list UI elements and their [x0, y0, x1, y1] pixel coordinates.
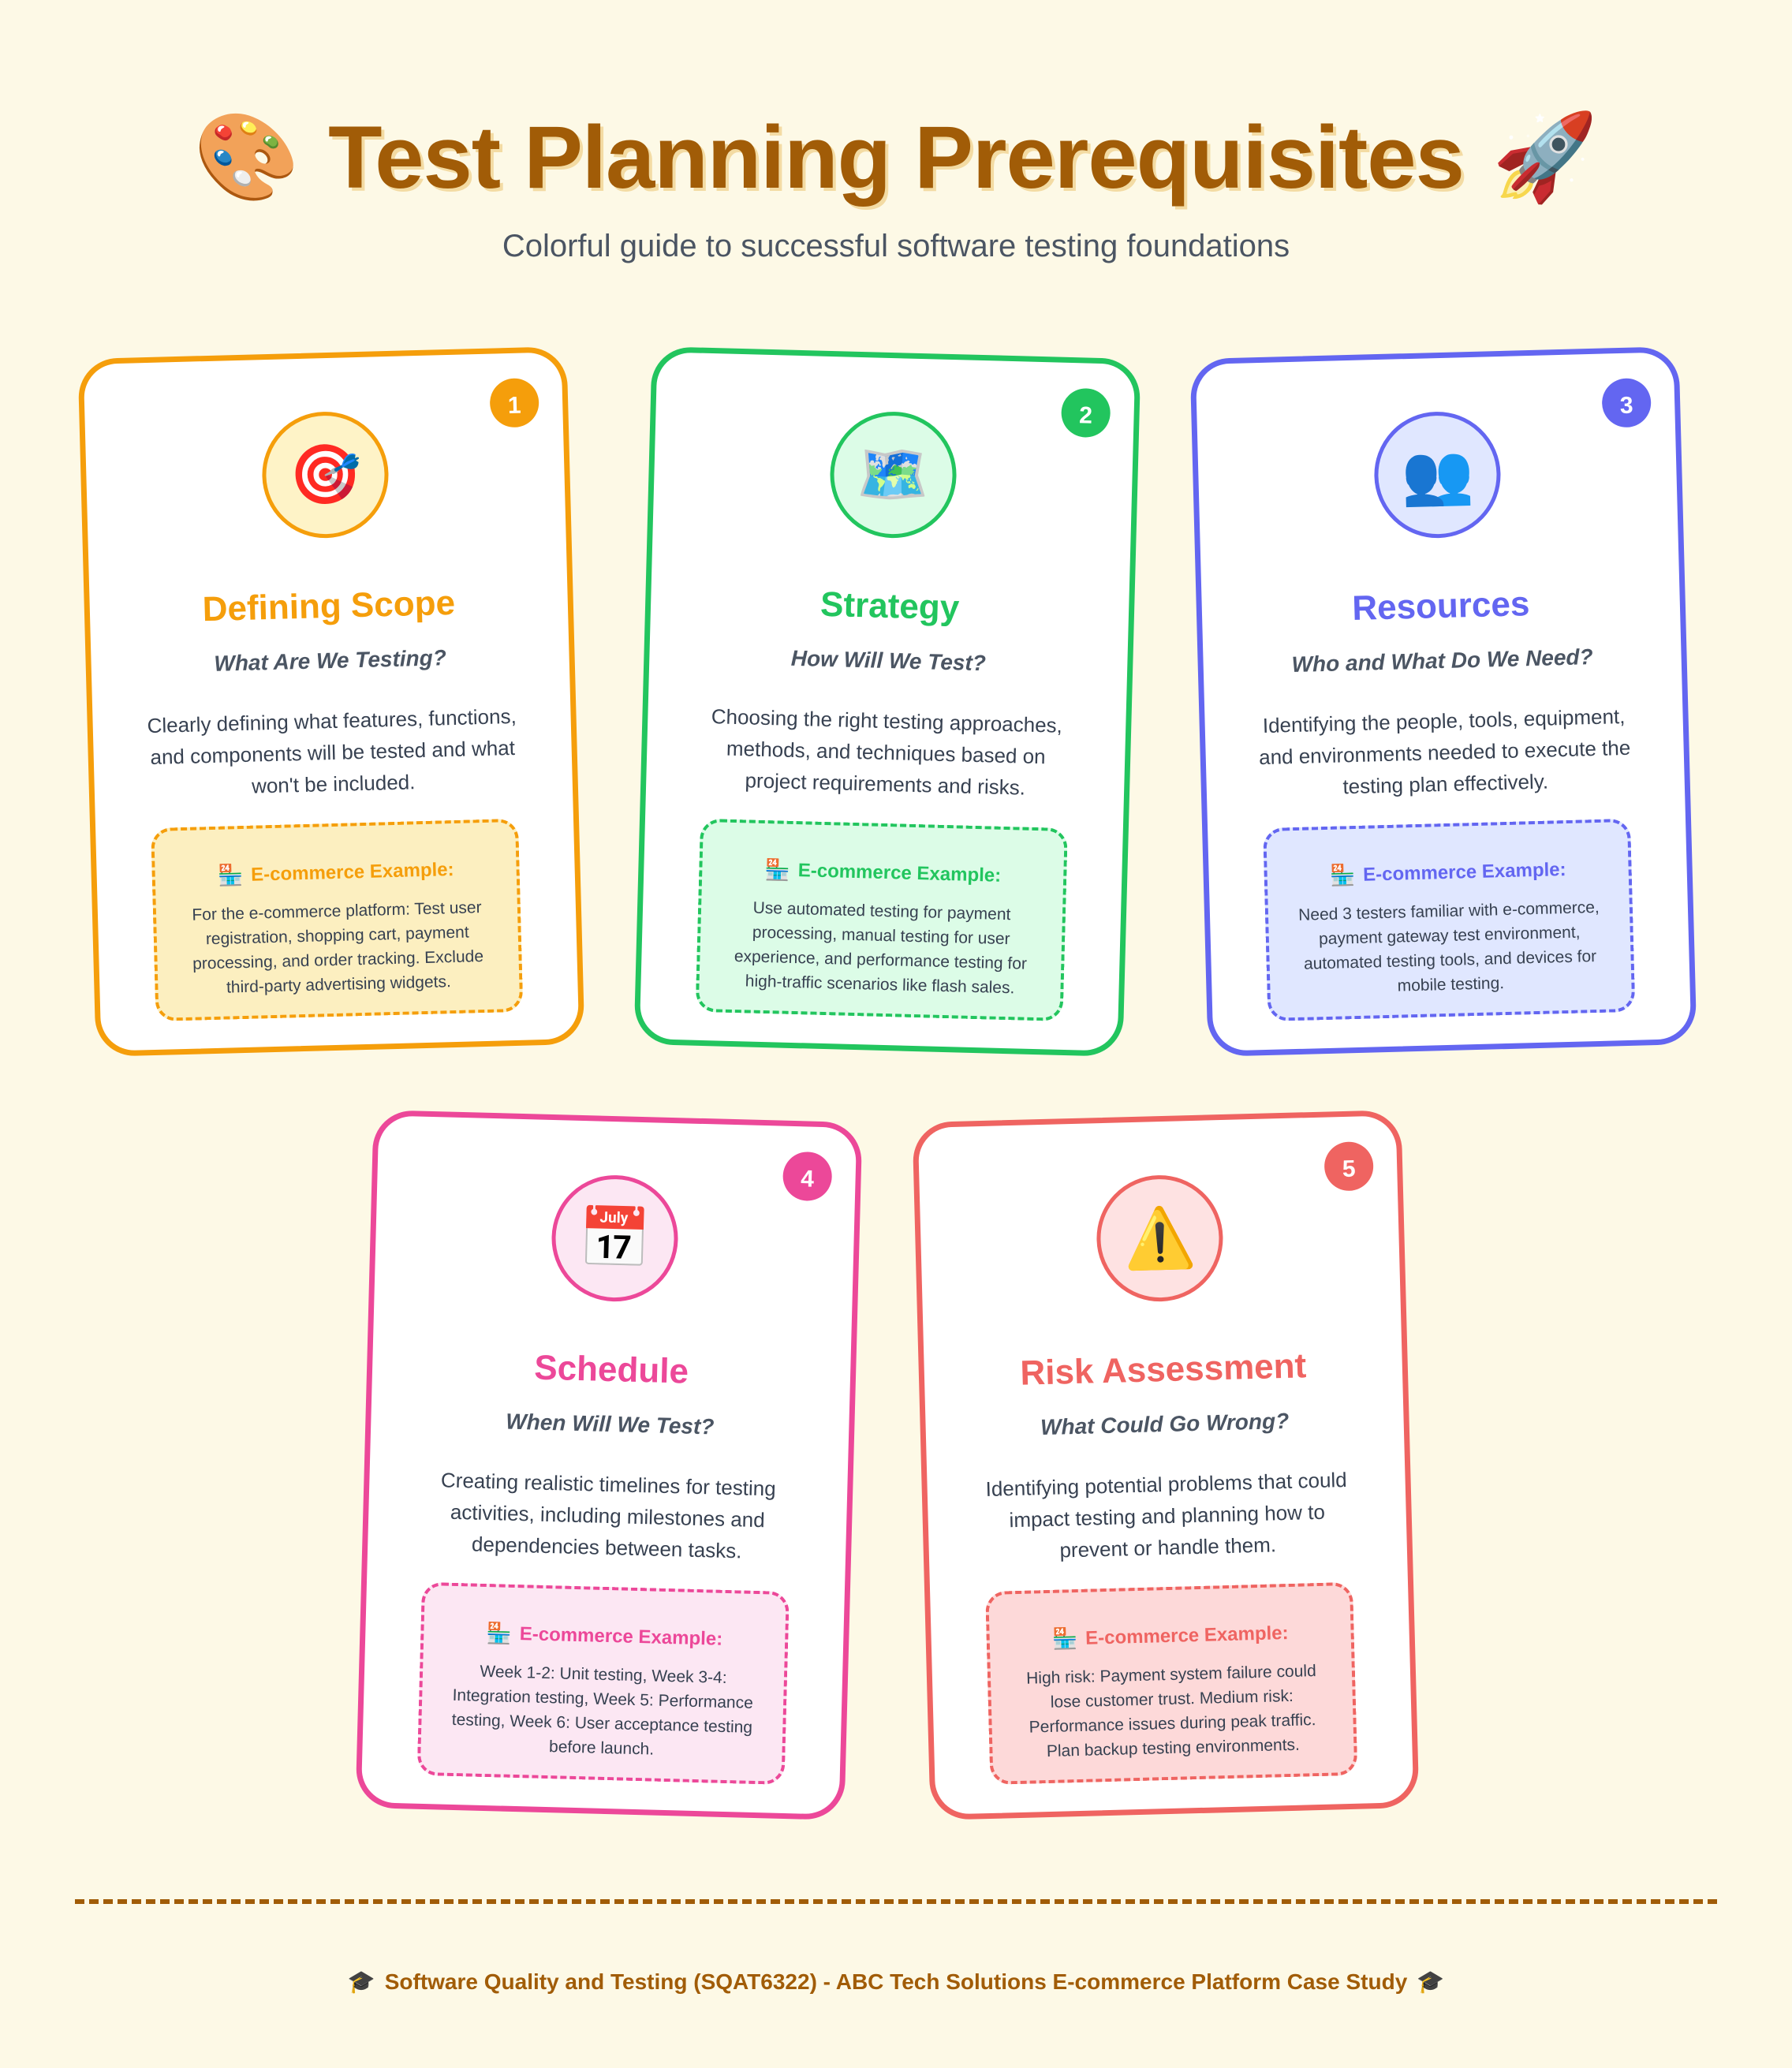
step-badge: 5	[1323, 1140, 1374, 1192]
card-question: How Will We Test?	[790, 645, 987, 676]
cash-register-icon: 🏪	[1051, 1627, 1078, 1652]
card-question: What Could Go Wrong?	[1040, 1408, 1290, 1440]
graduation-cap-icon: 🎓	[347, 1969, 375, 1995]
graduation-cap-icon: 🎓	[1417, 1969, 1445, 1995]
rocket-icon: 🚀	[1491, 108, 1599, 207]
page-header: 🎨 Test Planning Prerequisites 🚀 Colorful…	[0, 103, 1792, 264]
footer-divider	[75, 1899, 1717, 1904]
card-description: Clearly defining what features, function…	[147, 704, 517, 798]
world-map-icon: 🗺️	[828, 410, 958, 540]
footer-text: Software Quality and Testing (SQAT6322) …	[384, 1969, 1408, 1994]
people-icon: 👥	[1372, 410, 1503, 540]
example-heading-label: E-commerce Example:	[519, 1623, 723, 1650]
card-title: Strategy	[819, 584, 960, 628]
step-badge: 1	[489, 377, 539, 428]
card-question: Who and What Do We Need?	[1291, 644, 1594, 678]
example-text: Week 1-2: Unit testing, Week 3-4: Integr…	[451, 1662, 754, 1759]
example-heading: 🏪 E-commerce Example:	[446, 1621, 763, 1653]
card-schedule: 4 📅 Schedule When Will We Test? Creating…	[355, 1110, 863, 1820]
example-heading: 🏪 E-commerce Example:	[724, 857, 1042, 890]
example-box: 🏪 E-commerce Example: Need 3 testers fam…	[1263, 818, 1636, 1021]
example-heading: 🏪 E-commerce Example:	[1289, 857, 1607, 890]
example-box: 🏪 E-commerce Example: Week 1-2: Unit tes…	[416, 1581, 790, 1785]
step-badge: 3	[1601, 377, 1652, 428]
example-heading-label: E-commerce Example:	[1085, 1622, 1289, 1649]
example-heading-label: E-commerce Example:	[250, 859, 454, 886]
card-strategy: 2 🗺️ Strategy How Will We Test? Choosing…	[633, 346, 1141, 1057]
card-title: Resources	[1351, 584, 1530, 628]
example-text: For the e-commerce platform: Test user r…	[192, 898, 484, 997]
example-text: High risk: Payment system failure could …	[1025, 1662, 1317, 1761]
example-heading-label: E-commerce Example:	[1362, 859, 1566, 886]
card-defining-scope: 1 🎯 Defining Scope What Are We Testing? …	[77, 346, 585, 1057]
card-description: Choosing the right testing approaches, m…	[711, 704, 1063, 800]
step-badge: 2	[1060, 387, 1111, 439]
card-description: Creating realistic timelines for testing…	[440, 1468, 777, 1563]
example-heading-label: E-commerce Example:	[797, 860, 1002, 887]
target-icon: 🎯	[260, 410, 390, 540]
page-title: Test Planning Prerequisites	[328, 108, 1465, 207]
card-title: Risk Assessment	[1019, 1346, 1307, 1393]
example-box: 🏪 E-commerce Example: High risk: Payment…	[985, 1581, 1358, 1785]
card-resources: 3 👥 Resources Who and What Do We Need? I…	[1189, 346, 1697, 1057]
card-title: Schedule	[533, 1348, 689, 1391]
step-badge: 4	[782, 1151, 833, 1202]
calendar-icon: 📅	[550, 1174, 680, 1304]
title-row: 🎨 Test Planning Prerequisites 🚀	[0, 103, 1792, 213]
card-description: Identifying potential problems that coul…	[985, 1467, 1348, 1562]
example-box: 🏪 E-commerce Example: Use automated test…	[695, 818, 1068, 1021]
example-text: Use automated testing for payment proces…	[734, 898, 1028, 998]
example-text: Need 3 testers familiar with e-commerce,…	[1297, 898, 1600, 995]
page-footer: 🎓 Software Quality and Testing (SQAT6322)…	[0, 1969, 1792, 1995]
cash-register-icon: 🏪	[764, 858, 791, 883]
warning-icon: ⚠️	[1095, 1174, 1225, 1304]
cash-register-icon: 🏪	[1329, 864, 1356, 888]
card-risk-assessment: 5 ⚠️ Risk Assessment What Could Go Wrong…	[912, 1110, 1420, 1820]
example-box: 🏪 E-commerce Example: For the e-commerce…	[151, 818, 524, 1021]
example-heading: 🏪 E-commerce Example:	[177, 857, 495, 890]
card-title: Defining Scope	[202, 583, 456, 629]
palette-icon: 🎨	[193, 108, 301, 207]
page-subtitle: Colorful guide to successful software te…	[502, 229, 1290, 263]
card-question: What Are We Testing?	[214, 645, 447, 676]
card-description: Identifying the people, tools, equipment…	[1258, 704, 1631, 799]
cash-register-icon: 🏪	[486, 1622, 513, 1646]
card-question: When Will We Test?	[505, 1409, 715, 1439]
cash-register-icon: 🏪	[217, 864, 244, 888]
example-heading: 🏪 E-commerce Example:	[1011, 1621, 1329, 1653]
